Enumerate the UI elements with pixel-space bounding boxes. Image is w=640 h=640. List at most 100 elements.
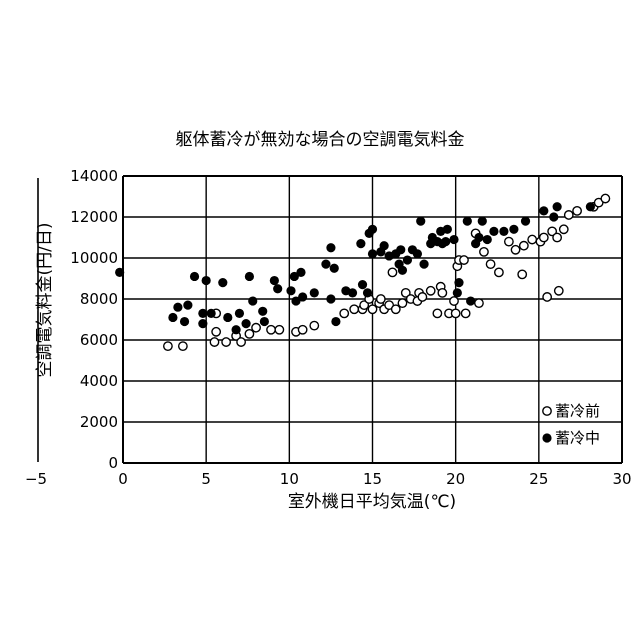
x-tick-label: 20 — [446, 470, 465, 488]
y-tick-label: 2000 — [80, 413, 118, 431]
point-during-storage — [358, 280, 367, 289]
point-during-storage — [198, 319, 207, 328]
point-during-storage — [474, 233, 483, 242]
point-during-storage — [168, 313, 177, 322]
legend-marker-during — [542, 433, 551, 442]
point-during-storage — [449, 235, 458, 244]
point-during-storage — [463, 217, 472, 226]
point-before-storage — [433, 309, 441, 317]
point-before-storage — [543, 293, 551, 301]
point-before-storage — [210, 338, 218, 346]
point-before-storage — [377, 295, 385, 303]
point-before-storage — [573, 207, 581, 215]
point-during-storage — [356, 239, 365, 248]
point-during-storage — [326, 294, 335, 303]
point-during-storage — [454, 278, 463, 287]
x-tick-label: 15 — [363, 470, 382, 488]
point-before-storage — [553, 233, 561, 241]
y-tick-label: 4000 — [80, 372, 118, 390]
point-during-storage — [443, 225, 452, 234]
point-during-storage — [190, 272, 199, 281]
point-during-storage — [419, 260, 428, 269]
point-before-storage — [392, 305, 400, 313]
point-during-storage — [260, 317, 269, 326]
point-before-storage — [398, 299, 406, 307]
y-tick-label: 0 — [108, 454, 118, 472]
point-during-storage — [489, 227, 498, 236]
x-axis-label: 室外機日平均気温(℃) — [288, 492, 456, 512]
point-before-storage — [245, 330, 253, 338]
point-during-storage — [413, 249, 422, 258]
point-during-storage — [453, 288, 462, 297]
point-during-storage — [286, 286, 295, 295]
point-during-storage — [326, 243, 335, 252]
point-during-storage — [202, 276, 211, 285]
y-tick-label: 8000 — [80, 290, 118, 308]
point-during-storage — [499, 227, 508, 236]
point-during-storage — [553, 202, 562, 211]
point-during-storage — [416, 217, 425, 226]
legend-label-before: 蓄冷前 — [555, 402, 600, 420]
point-during-storage — [298, 292, 307, 301]
point-before-storage — [179, 342, 187, 350]
point-during-storage — [207, 309, 216, 318]
point-during-storage — [223, 313, 232, 322]
point-before-storage — [222, 338, 230, 346]
point-before-storage — [601, 194, 609, 202]
legend-label-during: 蓄冷中 — [555, 429, 600, 447]
point-during-storage — [478, 217, 487, 226]
legend-marker-before — [543, 407, 551, 415]
point-before-storage — [555, 287, 563, 295]
point-during-storage — [380, 241, 389, 250]
point-before-storage — [340, 309, 348, 317]
point-during-storage — [321, 260, 330, 269]
point-during-storage — [235, 309, 244, 318]
point-during-storage — [396, 245, 405, 254]
point-during-storage — [198, 309, 207, 318]
point-during-storage — [403, 255, 412, 264]
point-before-storage — [298, 326, 306, 334]
point-during-storage — [368, 225, 377, 234]
point-before-storage — [237, 338, 245, 346]
y-axis-label: 空調電気料金(円/日) — [35, 223, 55, 378]
point-during-storage — [441, 237, 450, 246]
point-during-storage — [310, 288, 319, 297]
y-tick-label: 12000 — [70, 208, 118, 226]
point-before-storage — [560, 225, 568, 233]
chart-title: 躯体蓄冷が無効な場合の空調電気料金 — [176, 130, 465, 150]
point-before-storage — [528, 235, 536, 243]
y-tick-labels: 02000400060008000100001200014000 — [70, 167, 118, 472]
point-before-storage — [427, 287, 435, 295]
point-during-storage — [466, 296, 475, 305]
y-tick-label: 6000 — [80, 331, 118, 349]
point-during-storage — [521, 217, 530, 226]
grid-lines — [38, 176, 622, 463]
point-during-storage — [331, 317, 340, 326]
point-before-storage — [212, 328, 220, 336]
point-during-storage — [586, 202, 595, 211]
point-before-storage — [450, 297, 458, 305]
legend: 蓄冷前 蓄冷中 — [542, 402, 600, 447]
point-during-storage — [549, 212, 558, 221]
point-before-storage — [565, 211, 573, 219]
point-during-storage — [218, 278, 227, 287]
point-during-storage — [173, 303, 182, 312]
y-tick-label: 14000 — [70, 167, 118, 185]
x-tick-label: 25 — [529, 470, 548, 488]
point-during-storage — [368, 249, 377, 258]
point-during-storage — [115, 268, 124, 277]
point-before-storage — [511, 246, 519, 254]
point-during-storage — [330, 264, 339, 273]
point-before-storage — [461, 309, 469, 317]
point-before-storage — [505, 237, 513, 245]
point-before-storage — [460, 256, 468, 264]
point-before-storage — [164, 342, 172, 350]
point-during-storage — [296, 268, 305, 277]
point-before-storage — [418, 293, 426, 301]
point-during-storage — [273, 284, 282, 293]
point-before-storage — [252, 324, 260, 332]
point-during-storage — [232, 325, 241, 334]
point-during-storage — [241, 319, 250, 328]
point-before-storage — [267, 326, 275, 334]
point-before-storage — [438, 289, 446, 297]
